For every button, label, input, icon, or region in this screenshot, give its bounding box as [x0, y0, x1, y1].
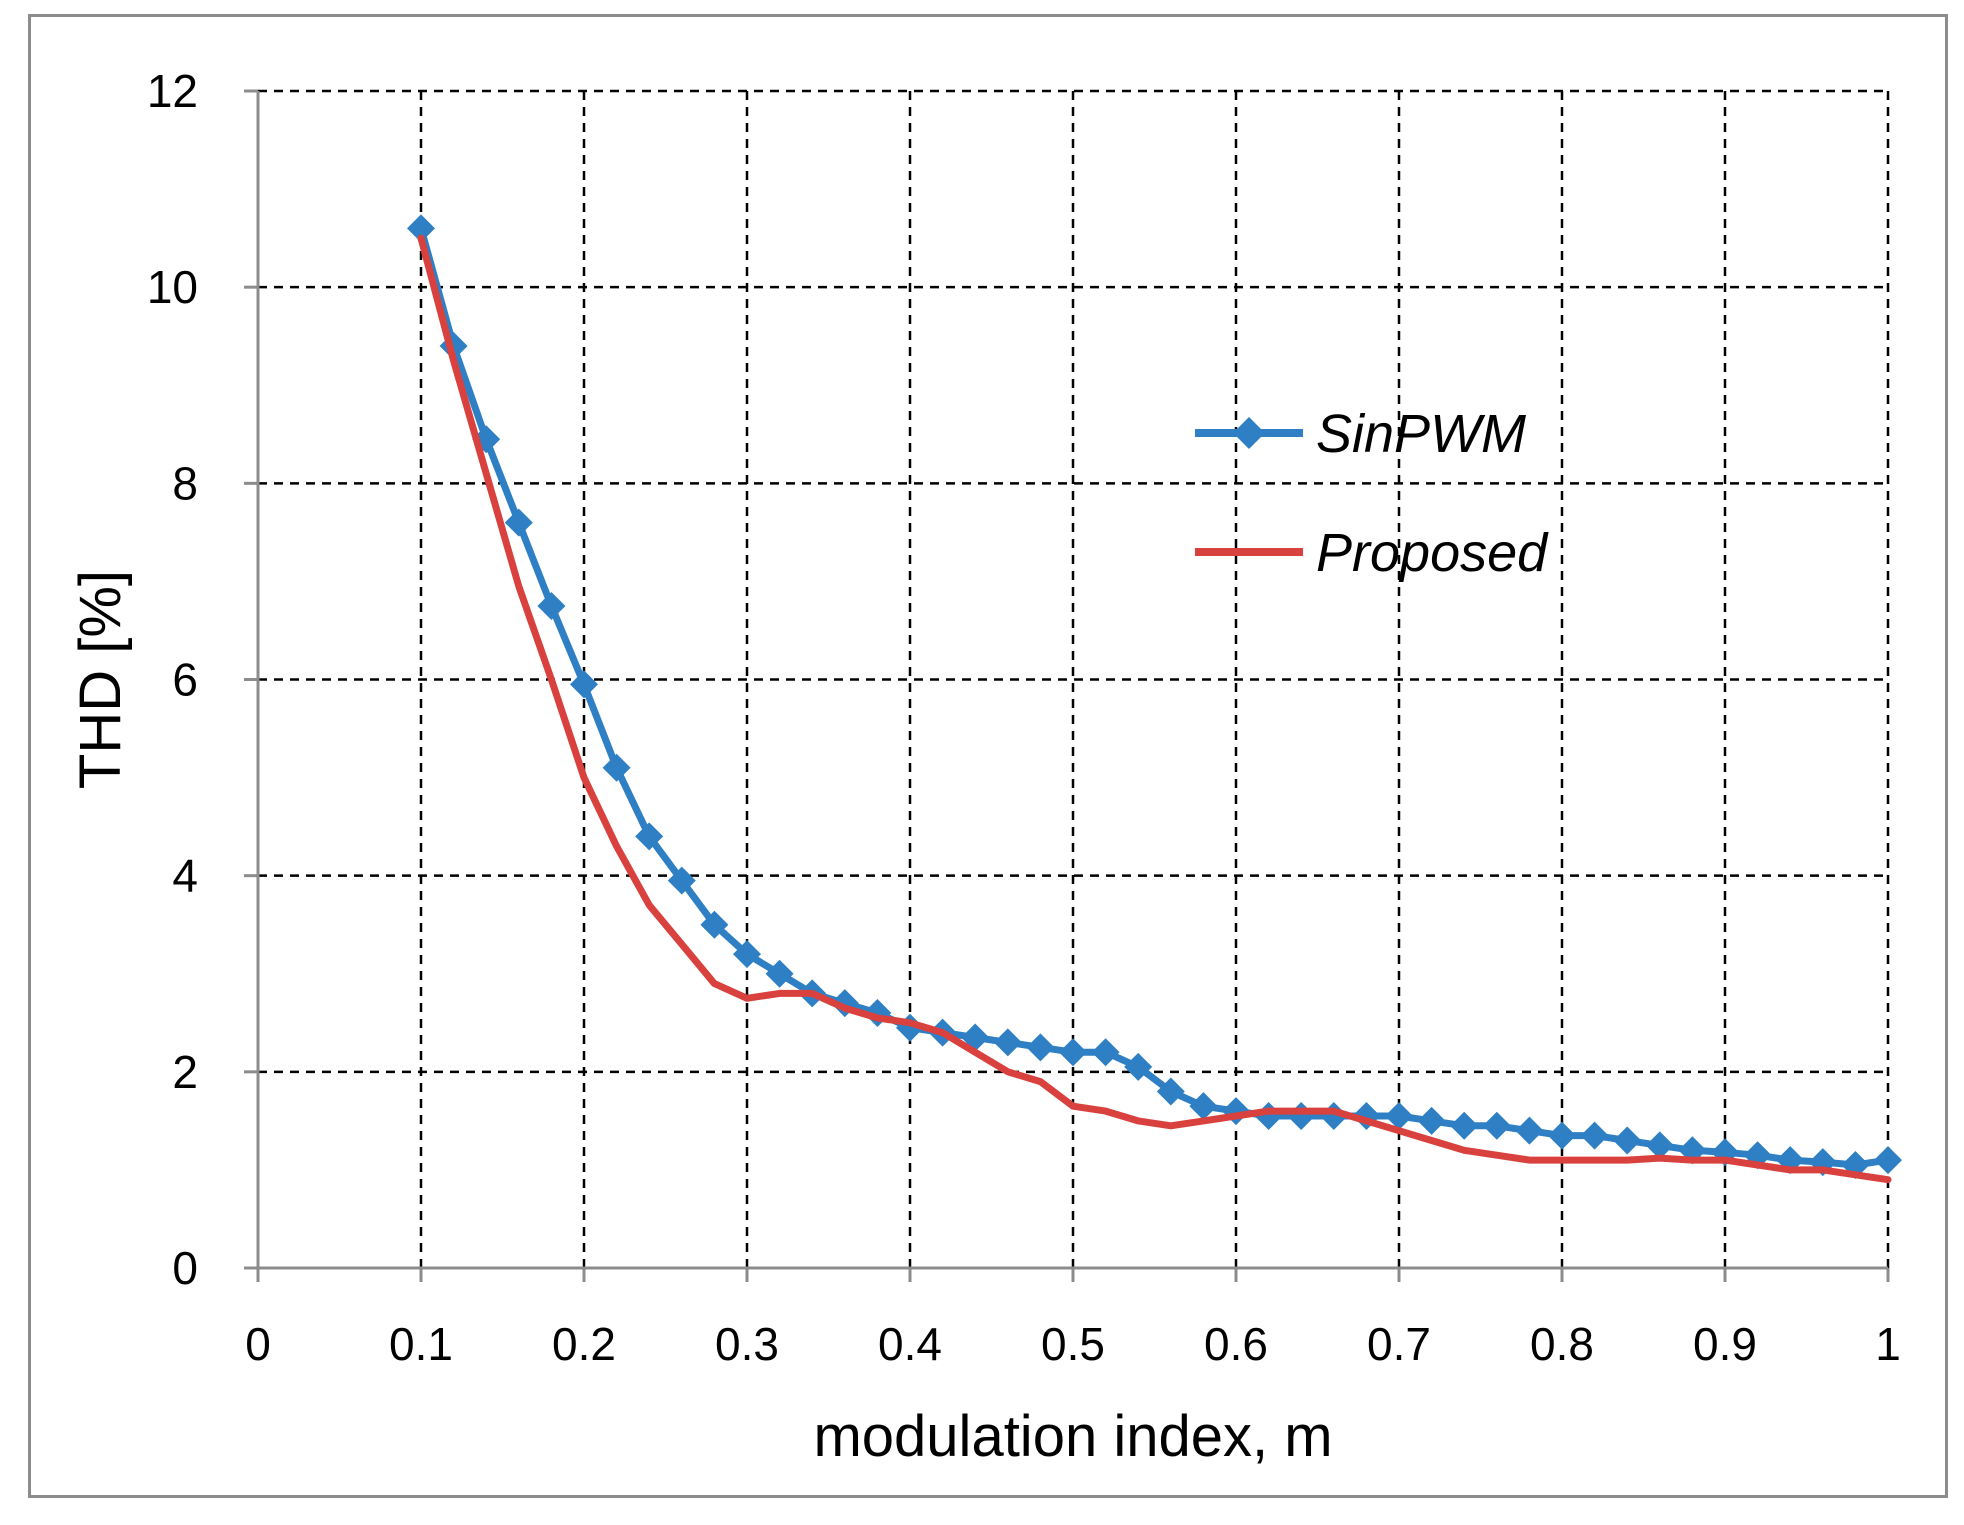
y-tick-label: 10	[147, 261, 198, 313]
x-tick-label: 0.1	[389, 1318, 453, 1370]
data-point-sinpwm	[570, 670, 598, 699]
legend-item-sinpwm: SinPWM	[1195, 404, 1526, 464]
data-point-sinpwm	[407, 214, 435, 243]
data-point-sinpwm	[1613, 1126, 1642, 1155]
data-point-sinpwm	[1515, 1116, 1544, 1145]
legend-sinpwm-marker-icon	[1233, 417, 1265, 449]
y-tick-label: 4	[172, 850, 198, 902]
series-line-sinpwm	[417, 224, 1892, 1169]
x-tick-label: 0.3	[715, 1318, 779, 1370]
x-tick-label: 0.4	[878, 1318, 942, 1370]
series-layer	[407, 214, 1902, 1184]
legend: SinPWM Proposed	[1195, 404, 1549, 583]
data-point-sinpwm	[602, 753, 631, 782]
series-proposed	[417, 234, 1892, 1184]
y-tick-label: 12	[147, 65, 198, 117]
x-tick-label: 0.5	[1041, 1318, 1105, 1370]
data-point-sinpwm	[635, 822, 664, 851]
legend-item-proposed: Proposed	[1195, 523, 1549, 583]
x-tick-label: 0.8	[1530, 1318, 1594, 1370]
series-sinpwm	[407, 214, 1902, 1180]
y-tick-label: 8	[172, 457, 198, 509]
data-point-sinpwm	[733, 940, 761, 969]
data-point-sinpwm	[1287, 1101, 1316, 1130]
x-tick-label: 1	[1875, 1318, 1901, 1370]
x-tick-label: 0.7	[1367, 1318, 1431, 1370]
data-point-sinpwm	[1091, 1038, 1120, 1067]
data-point-sinpwm	[1645, 1131, 1674, 1160]
legend-sinpwm-label: SinPWM	[1316, 404, 1526, 464]
y-tick-label: 2	[172, 1046, 198, 1098]
data-point-sinpwm	[1189, 1092, 1218, 1121]
x-axis-title: modulation index, m	[813, 1404, 1332, 1469]
data-point-sinpwm	[667, 866, 696, 895]
x-tick-label: 0.6	[1204, 1318, 1268, 1370]
series-line-proposed	[417, 234, 1892, 1184]
data-point-sinpwm	[1580, 1121, 1609, 1150]
x-tick-label: 0.2	[552, 1318, 616, 1370]
data-point-sinpwm	[1450, 1111, 1479, 1140]
data-point-sinpwm	[1417, 1106, 1446, 1135]
legend-proposed-label: Proposed	[1316, 523, 1549, 583]
data-point-sinpwm	[504, 508, 533, 537]
y-tick-labels: 0 2 4 6 8 10 12	[147, 65, 258, 1294]
grid-lines	[258, 89, 1890, 1268]
y-axis-title: THD [%]	[68, 570, 133, 789]
data-point-sinpwm	[537, 591, 566, 620]
x-tick-label: 0.9	[1693, 1318, 1757, 1370]
data-point-sinpwm	[765, 959, 794, 988]
data-point-sinpwm	[1385, 1101, 1413, 1130]
data-point-sinpwm	[700, 910, 729, 939]
data-point-sinpwm	[1874, 1146, 1902, 1175]
data-point-sinpwm	[993, 1028, 1022, 1057]
x-tick-label: 0	[245, 1318, 271, 1370]
data-point-sinpwm	[1482, 1111, 1511, 1140]
data-point-sinpwm	[1548, 1121, 1576, 1150]
y-tick-label: 6	[172, 654, 198, 706]
data-point-sinpwm	[1124, 1052, 1153, 1081]
data-point-sinpwm	[1156, 1077, 1185, 1106]
chart-frame	[28, 14, 1948, 1498]
x-tick-labels: 0 0.1 0.2 0.3 0.4 0.5 0.6 0.7 0.8 0.9 1	[245, 1268, 1901, 1370]
data-point-sinpwm	[1026, 1033, 1055, 1062]
y-tick-label: 0	[172, 1242, 198, 1294]
data-point-sinpwm	[1059, 1038, 1087, 1067]
